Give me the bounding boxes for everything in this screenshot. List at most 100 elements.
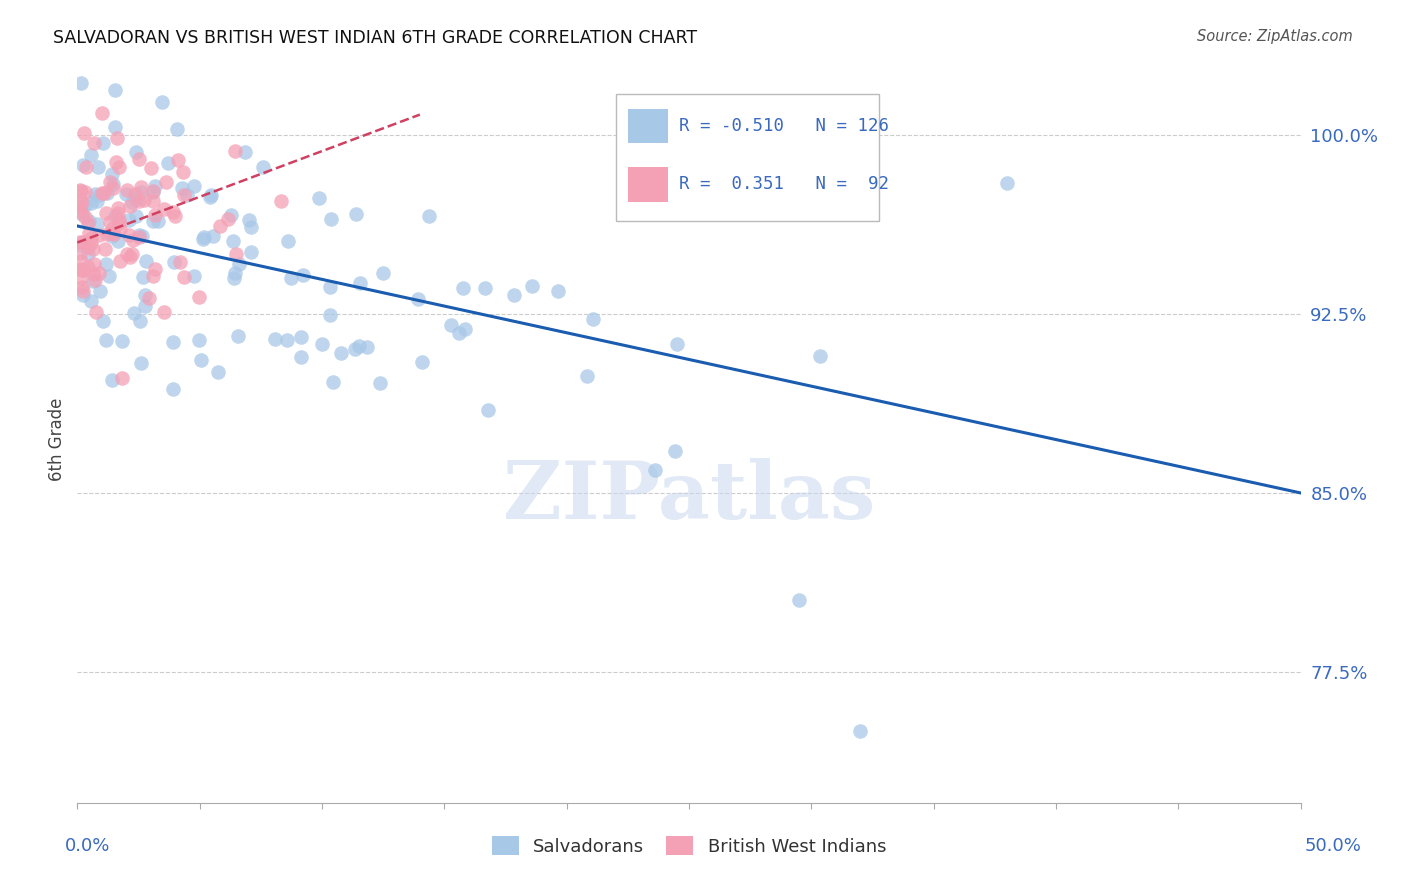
Point — [79, 195, 101, 210]
Point — [138, 291, 160, 305]
Point — [84, 304, 107, 318]
Point — [222, 271, 245, 285]
Point — [98, 214, 121, 228]
Point — [183, 179, 205, 194]
Point — [104, 210, 127, 224]
Point — [644, 463, 666, 477]
Point — [76, 216, 98, 230]
Point — [193, 230, 215, 244]
Text: Source: ZipAtlas.com: Source: ZipAtlas.com — [1197, 29, 1353, 44]
Point — [69, 254, 91, 268]
Point — [111, 370, 134, 384]
Point — [93, 136, 115, 151]
Point — [217, 212, 239, 227]
Point — [142, 184, 165, 198]
Point — [787, 593, 810, 607]
Point — [80, 293, 103, 308]
Point — [125, 145, 148, 159]
Point — [73, 126, 96, 140]
Point — [440, 318, 463, 332]
Point — [96, 333, 118, 347]
Point — [121, 194, 143, 209]
Point — [131, 228, 153, 243]
Point — [108, 222, 131, 236]
Point — [139, 161, 162, 176]
Point — [107, 201, 129, 215]
Point — [115, 186, 138, 201]
Bar — [628, 109, 668, 144]
Point — [117, 212, 139, 227]
Point — [75, 198, 97, 212]
Point — [125, 209, 148, 223]
Point — [86, 194, 108, 208]
Point — [129, 355, 152, 369]
Point — [77, 260, 100, 274]
Point — [190, 352, 212, 367]
Point — [142, 268, 165, 283]
Point — [69, 200, 91, 214]
Point — [233, 145, 256, 159]
Point — [418, 209, 440, 223]
Point — [849, 724, 872, 739]
Point — [200, 188, 222, 202]
Point — [89, 187, 111, 202]
Point — [207, 365, 229, 379]
Point — [128, 152, 150, 166]
Point — [79, 148, 101, 162]
Point — [129, 185, 152, 199]
Point — [252, 160, 274, 174]
Point — [103, 181, 125, 195]
Point — [153, 202, 176, 216]
Point — [73, 263, 96, 277]
Point — [356, 340, 378, 354]
Point — [107, 234, 129, 248]
Point — [277, 234, 299, 248]
Point — [167, 153, 190, 168]
Point — [104, 120, 127, 135]
Point — [86, 217, 108, 231]
Point — [77, 214, 100, 228]
Point — [191, 232, 214, 246]
Point — [225, 247, 247, 261]
Point — [239, 245, 262, 260]
Point — [82, 242, 104, 256]
Point — [104, 82, 127, 96]
Point — [69, 246, 91, 260]
Point — [166, 122, 188, 136]
Point — [83, 136, 105, 151]
Point — [173, 188, 195, 202]
Point — [105, 131, 128, 145]
Point — [368, 376, 391, 390]
Point — [98, 175, 121, 189]
Point — [72, 284, 94, 298]
Point — [201, 228, 224, 243]
Point — [101, 220, 124, 235]
Point — [319, 308, 342, 322]
Point — [343, 342, 366, 356]
Point — [240, 220, 263, 235]
Point — [238, 213, 260, 227]
Point — [84, 186, 107, 201]
Point — [98, 269, 121, 284]
Point — [129, 179, 152, 194]
Point — [75, 160, 97, 174]
Point — [145, 262, 167, 277]
Point — [276, 333, 298, 347]
Point — [83, 268, 105, 282]
Point — [69, 261, 91, 276]
Point — [344, 207, 367, 221]
Point — [118, 228, 141, 243]
Point — [135, 254, 157, 268]
Point — [108, 216, 131, 230]
Point — [222, 234, 245, 248]
Point — [172, 164, 194, 178]
Point — [349, 276, 371, 290]
Point — [406, 293, 429, 307]
Point — [451, 280, 474, 294]
Point — [142, 186, 165, 200]
Y-axis label: 6th Grade: 6th Grade — [48, 398, 66, 481]
Point — [198, 190, 221, 204]
Point — [188, 333, 211, 347]
Point — [128, 230, 150, 244]
Point — [162, 334, 184, 349]
